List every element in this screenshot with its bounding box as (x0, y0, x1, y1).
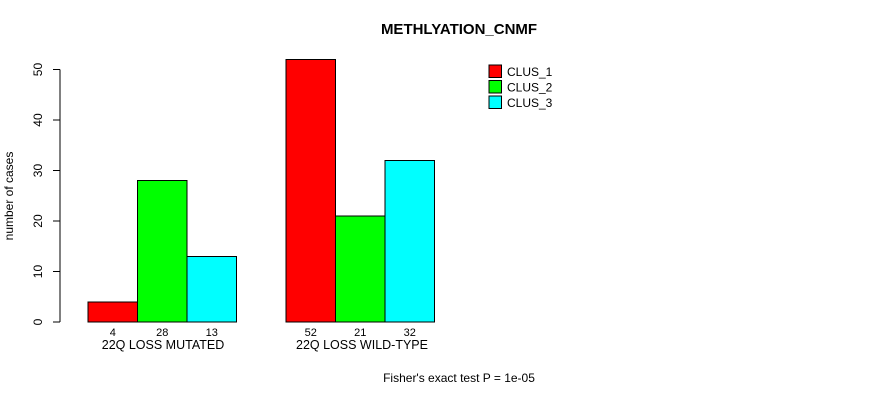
legend-label-clus-3: CLUS_3 (507, 96, 553, 110)
legend: CLUS_1 CLUS_2 CLUS_3 (488, 64, 553, 110)
bar-clus_3-group-1 (186, 255, 237, 323)
legend-swatch-clus-1 (488, 64, 502, 78)
category-label-22q-loss-mutated: 22Q LOSS MUTATED (102, 338, 224, 352)
bar-clus_1-group-2 (285, 58, 336, 323)
bar-value-label: 13 (206, 327, 218, 339)
plot-area: 0 10 20 30 40 50 4 52 28 21 13 32 (31, 58, 435, 339)
footnote-fishers-exact-test: Fisher's exact test P = 1e-05 (383, 371, 535, 385)
bar-clus_2-group-2 (335, 215, 386, 323)
bar-clus_2-group-1 (137, 180, 188, 323)
y-axis-tick-label: 10 (31, 265, 45, 279)
bar-value-label: 28 (156, 327, 168, 339)
bar-value-label: 52 (305, 327, 317, 339)
bar-value-label: 21 (354, 327, 366, 339)
bar-clus_1-group-1 (87, 301, 138, 323)
category-label-22q-loss-wild-type: 22Q LOSS WILD-TYPE (296, 338, 428, 352)
y-axis-tick-label: 50 (31, 63, 45, 77)
y-axis-tick-label: 0 (31, 318, 45, 325)
chart-title: METHLYATION_CNMF (381, 21, 537, 38)
legend-label-clus-2: CLUS_2 (507, 81, 553, 95)
legend-label-clus-1: CLUS_1 (507, 65, 553, 79)
bar-clus_3-group-2 (384, 159, 435, 323)
y-axis-tick-label: 20 (31, 214, 45, 228)
y-axis-label: number of cases (2, 152, 16, 241)
legend-swatch-clus-2 (488, 80, 502, 94)
legend-swatch-clus-3 (488, 95, 502, 109)
y-axis-tick-label: 40 (31, 113, 45, 127)
bar-value-label: 4 (110, 327, 116, 339)
y-axis-tick-label: 30 (31, 164, 45, 178)
bar-value-label: 32 (404, 327, 416, 339)
